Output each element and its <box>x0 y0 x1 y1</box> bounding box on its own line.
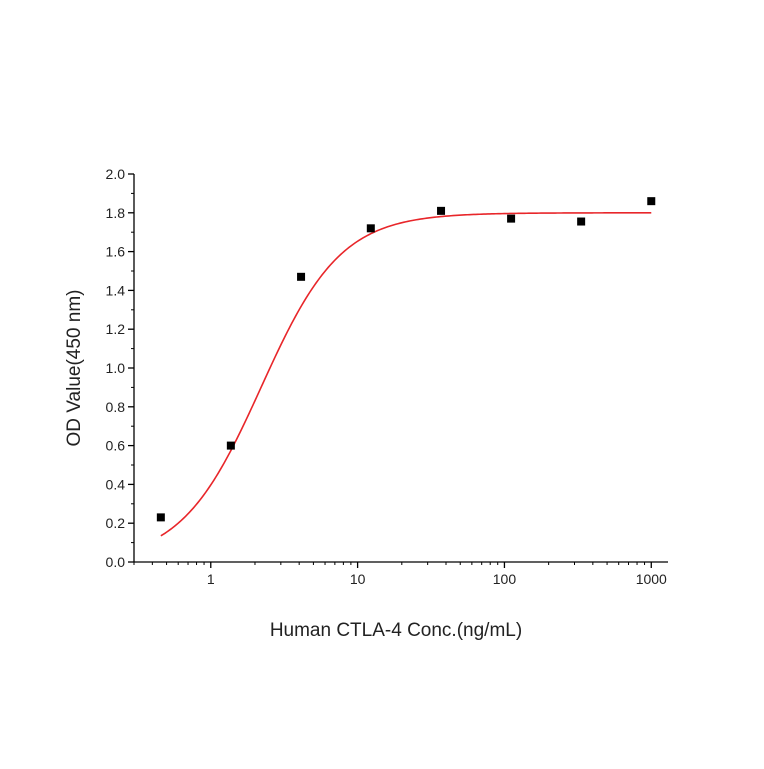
fit-layer <box>160 212 652 537</box>
y-tick-label: 1.6 <box>106 244 126 260</box>
y-tick-label: 0.0 <box>106 554 126 570</box>
data-point <box>297 272 306 281</box>
x-axis-title: Human CTLA-4 Conc.(ng/mL) <box>270 620 522 641</box>
data-point <box>507 214 516 223</box>
y-tick-label: 0.2 <box>106 515 126 531</box>
x-tick-label: 100 <box>493 571 517 587</box>
y-tick-label: 0.4 <box>106 476 126 492</box>
data-point <box>366 224 375 233</box>
points-layer <box>156 197 656 522</box>
data-point <box>647 197 656 206</box>
y-tick-label: 1.2 <box>106 321 126 337</box>
y-axis-title: OD Value(450 nm) <box>64 290 85 447</box>
labels-layer: Human CTLA-4 Conc.(ng/mL) OD Value(450 n… <box>64 290 522 642</box>
y-tick-label: 1.8 <box>106 205 126 221</box>
y-tick-label: 0.6 <box>106 438 126 454</box>
axes: 0.0 0.2 0.4 0.6 0.8 1.0 1.2 1.4 1.6 1.8 2.0 1 10 100 1… <box>106 166 668 587</box>
x-tick-label: 1 <box>207 571 215 587</box>
y-tick-label: 1.4 <box>106 282 126 298</box>
data-point <box>437 206 446 215</box>
y-tick-label: 2.0 <box>106 166 126 182</box>
x-tick-label: 10 <box>350 571 366 587</box>
data-point <box>226 441 235 450</box>
fit-curve <box>160 212 652 537</box>
data-point <box>156 513 165 522</box>
x-tick-label: 1000 <box>636 571 667 587</box>
y-tick-label: 1.0 <box>106 360 126 376</box>
data-point <box>577 217 586 226</box>
y-tick-label: 0.8 <box>106 399 126 415</box>
